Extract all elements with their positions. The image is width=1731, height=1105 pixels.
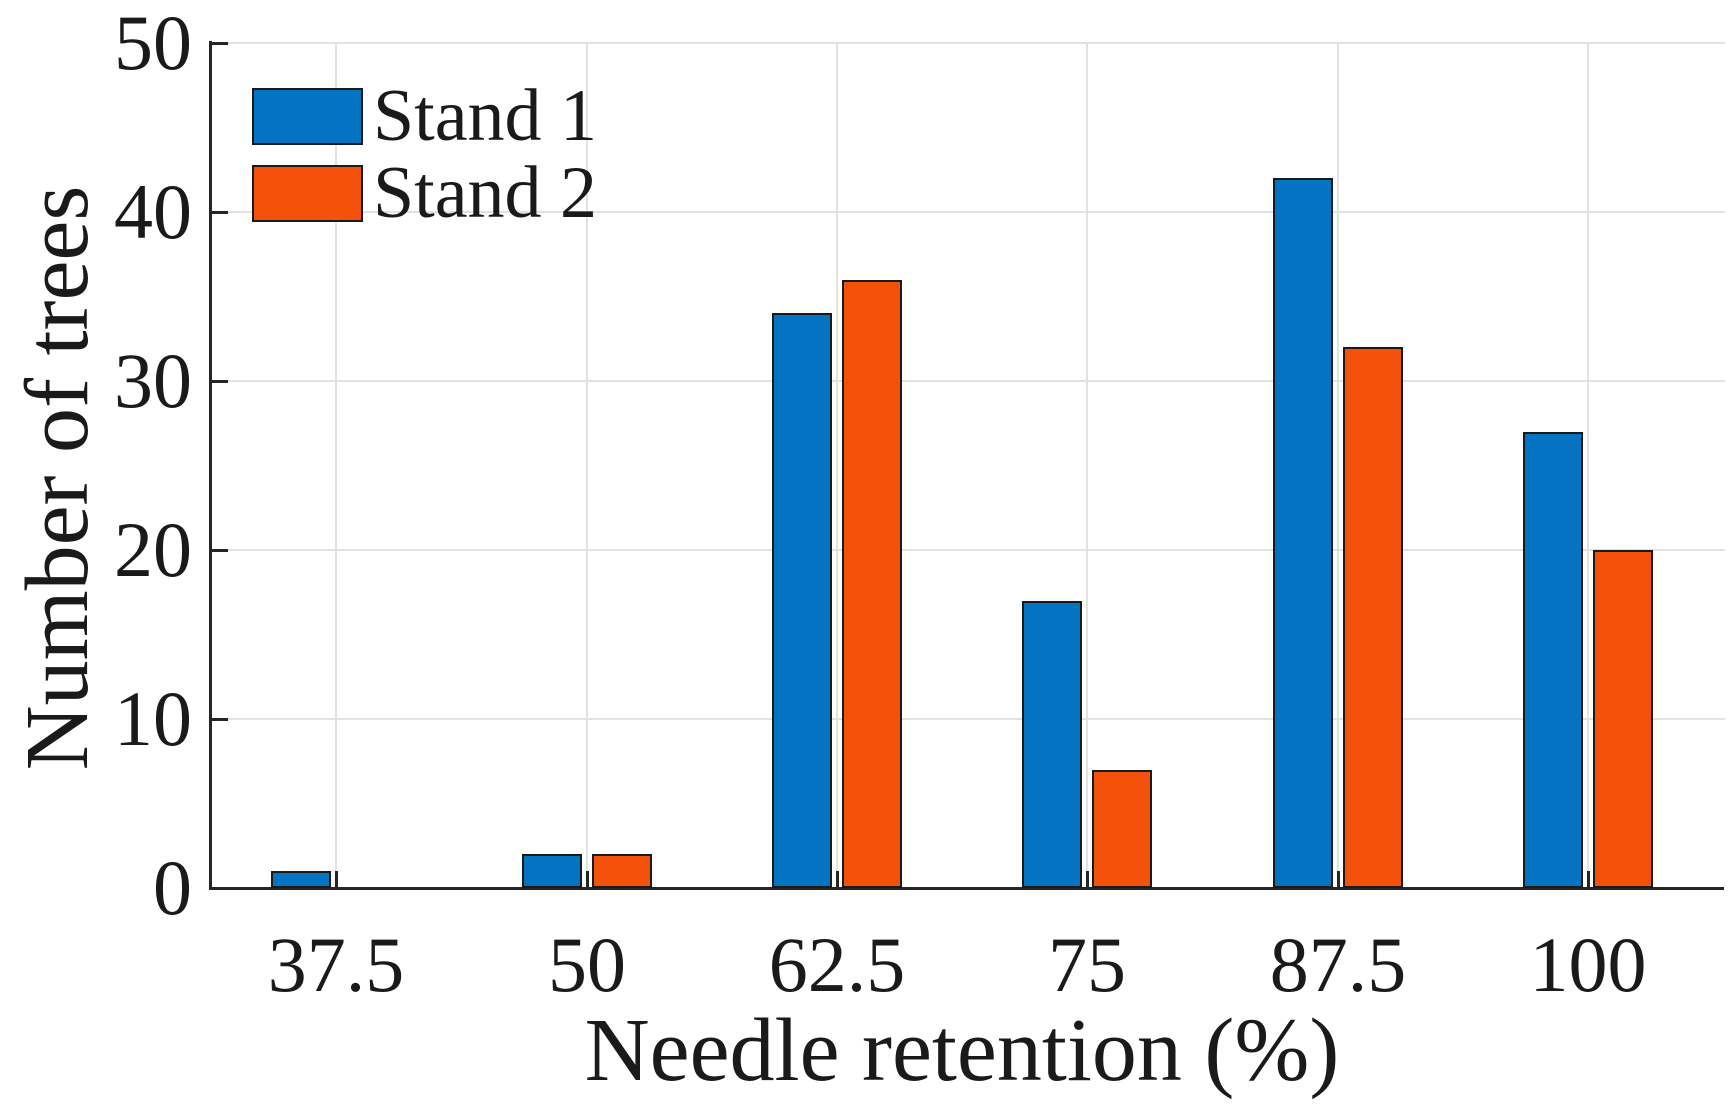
legend-label-stand2: Stand 2 [373, 152, 598, 234]
bar-stand2-75 [1092, 770, 1152, 888]
bar-stand1-50 [522, 854, 582, 888]
x-axis-title: Needle retention (%) [584, 1001, 1340, 1100]
x-tick-37.5 [335, 871, 338, 888]
legend: Stand 1 Stand 2 [252, 75, 598, 242]
y-tick-label-30: 30 [114, 337, 192, 424]
v-gridline-50 [586, 43, 588, 888]
h-gridline-40 [211, 211, 1725, 213]
bar-stand1-37.5 [271, 871, 331, 888]
y-axis-title: Number of trees [8, 185, 107, 771]
x-tick-label-62.5: 62.5 [768, 921, 906, 1008]
bar-stand1-100 [1523, 432, 1583, 888]
y-tick-label-10: 10 [114, 675, 192, 762]
x-tick-label-37.5: 37.5 [267, 921, 405, 1008]
x-tick-label-87.5: 87.5 [1269, 921, 1407, 1008]
legend-row-stand1: Stand 1 [252, 75, 598, 157]
x-tick-label-50: 50 [548, 921, 626, 1008]
h-gridline-50 [211, 42, 1725, 44]
h-gridline-30 [211, 380, 1725, 382]
y-tick-label-50: 50 [114, 0, 192, 86]
bar-stand1-87.5 [1273, 178, 1333, 888]
legend-swatch-stand1 [252, 88, 363, 145]
bar-stand1-75 [1022, 601, 1082, 888]
legend-label-stand1: Stand 1 [373, 75, 598, 157]
bar-stand1-62.5 [772, 313, 832, 888]
x-tick-100 [1587, 871, 1590, 888]
v-gridline-87.5 [1337, 43, 1339, 888]
y-tick-40 [211, 211, 228, 214]
y-tick-10 [211, 718, 228, 721]
x-axis-line [209, 887, 1724, 890]
v-gridline-75 [1086, 43, 1088, 888]
y-tick-label-20: 20 [114, 506, 192, 593]
x-tick-75 [1086, 871, 1089, 888]
y-tick-30 [211, 380, 228, 383]
v-gridline-37.5 [335, 43, 337, 888]
x-tick-label-75: 75 [1048, 921, 1126, 1008]
bar-stand2-50 [592, 854, 652, 888]
v-gridline-100 [1587, 43, 1589, 888]
v-gridline-62.5 [836, 43, 838, 888]
bar-stand2-62.5 [842, 280, 902, 888]
x-tick-62.5 [836, 871, 839, 888]
y-axis-line [209, 41, 212, 890]
legend-swatch-stand2 [252, 165, 363, 222]
x-tick-50 [586, 871, 589, 888]
y-tick-20 [211, 549, 228, 552]
h-gridline-20 [211, 549, 1725, 551]
y-tick-50 [211, 42, 228, 45]
x-tick-label-100: 100 [1529, 921, 1647, 1008]
bar-stand2-100 [1593, 550, 1653, 888]
y-tick-label-40: 40 [114, 168, 192, 255]
legend-row-stand2: Stand 2 [252, 152, 598, 234]
y-tick-label-0: 0 [153, 844, 192, 931]
h-gridline-10 [211, 718, 1725, 720]
x-tick-87.5 [1337, 871, 1340, 888]
bar-stand2-87.5 [1343, 347, 1403, 888]
